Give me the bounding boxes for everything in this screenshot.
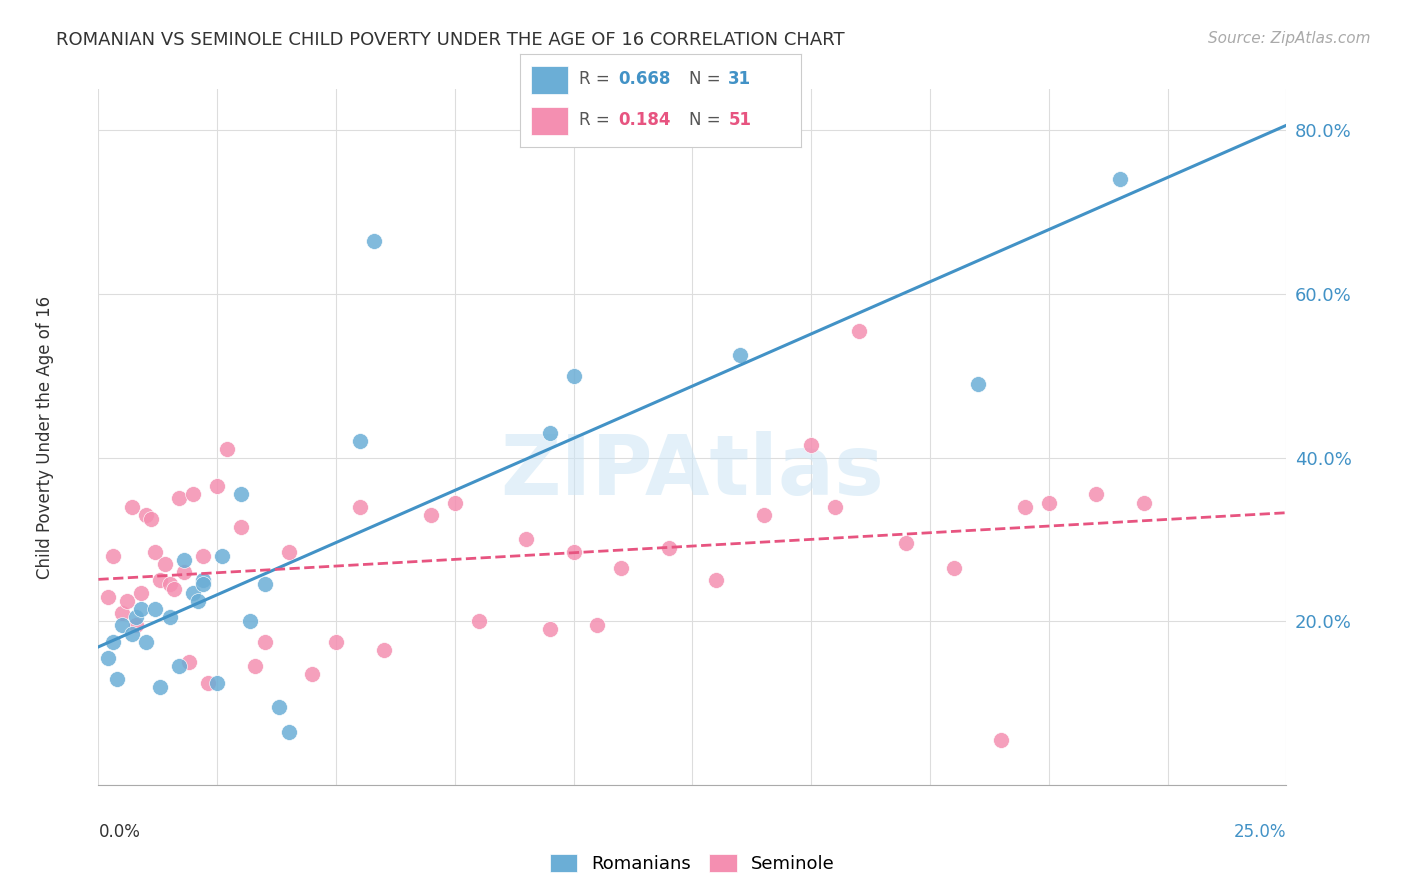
Point: [173, 565, 195, 579]
Point: [183, 585, 205, 599]
Point: [658, 541, 681, 555]
Point: [373, 643, 395, 657]
Bar: [531, 66, 568, 94]
Point: [159, 577, 181, 591]
Point: [197, 675, 219, 690]
Point: [253, 577, 276, 591]
Point: [153, 557, 176, 571]
Point: [229, 487, 252, 501]
Bar: [531, 107, 568, 135]
Text: Source: ZipAtlas.com: Source: ZipAtlas.com: [1208, 31, 1371, 46]
Point: [562, 544, 585, 558]
Point: [538, 623, 561, 637]
Point: [245, 659, 267, 673]
Point: [277, 724, 299, 739]
Point: [239, 614, 262, 628]
Point: [467, 614, 489, 628]
Point: [349, 500, 371, 514]
Point: [207, 675, 229, 690]
Point: [163, 582, 186, 596]
Text: Child Poverty Under the Age of 16: Child Poverty Under the Age of 16: [37, 295, 53, 579]
Point: [215, 442, 238, 457]
Text: N =: N =: [689, 111, 725, 129]
Point: [277, 544, 299, 558]
Point: [586, 618, 609, 632]
Point: [129, 585, 152, 599]
Point: [145, 602, 167, 616]
Point: [97, 651, 120, 665]
Point: [135, 508, 157, 522]
Text: 25.0%: 25.0%: [1234, 823, 1286, 841]
Point: [990, 733, 1012, 747]
Point: [1038, 495, 1060, 509]
Point: [515, 533, 537, 547]
Text: R =: R =: [579, 111, 616, 129]
Point: [728, 348, 751, 362]
Text: N =: N =: [689, 70, 725, 87]
Point: [562, 368, 585, 383]
Point: [704, 574, 727, 588]
Point: [183, 487, 205, 501]
Point: [229, 520, 252, 534]
Point: [896, 536, 918, 550]
Point: [942, 561, 965, 575]
Point: [325, 634, 347, 648]
Point: [167, 491, 190, 506]
Text: ROMANIAN VS SEMINOLE CHILD POVERTY UNDER THE AGE OF 16 CORRELATION CHART: ROMANIAN VS SEMINOLE CHILD POVERTY UNDER…: [56, 31, 845, 49]
Point: [101, 549, 124, 563]
Text: 51: 51: [728, 111, 751, 129]
Point: [111, 606, 134, 620]
Point: [752, 508, 775, 522]
Point: [191, 549, 214, 563]
Text: ZIPAtlas: ZIPAtlas: [501, 432, 884, 512]
Text: 31: 31: [728, 70, 751, 87]
Point: [145, 544, 167, 558]
Point: [610, 561, 633, 575]
Point: [191, 574, 214, 588]
Point: [149, 680, 172, 694]
Point: [444, 495, 467, 509]
Text: R =: R =: [579, 70, 616, 87]
Point: [97, 590, 120, 604]
Point: [167, 659, 190, 673]
Text: 0.668: 0.668: [619, 70, 671, 87]
Point: [207, 479, 229, 493]
Point: [363, 234, 385, 248]
Point: [848, 324, 870, 338]
Point: [135, 634, 157, 648]
Text: 0.184: 0.184: [619, 111, 671, 129]
Point: [1109, 172, 1132, 186]
Point: [115, 594, 138, 608]
Point: [139, 512, 162, 526]
Point: [177, 655, 200, 669]
Point: [101, 634, 124, 648]
Point: [1133, 495, 1156, 509]
Point: [187, 594, 209, 608]
Legend: Romanians, Seminole: Romanians, Seminole: [550, 854, 835, 873]
Point: [211, 549, 233, 563]
Point: [191, 577, 214, 591]
Point: [125, 610, 148, 624]
Point: [267, 700, 290, 714]
Point: [149, 574, 172, 588]
Point: [824, 500, 846, 514]
Point: [420, 508, 443, 522]
Point: [253, 634, 276, 648]
Point: [121, 626, 143, 640]
Point: [129, 602, 152, 616]
Point: [1085, 487, 1108, 501]
Point: [966, 376, 988, 391]
Point: [538, 425, 561, 440]
Point: [173, 553, 195, 567]
Point: [125, 618, 148, 632]
Point: [107, 672, 129, 686]
Point: [121, 500, 143, 514]
Point: [301, 667, 323, 681]
Point: [111, 618, 134, 632]
Point: [159, 610, 181, 624]
Point: [349, 434, 371, 449]
Point: [800, 438, 823, 452]
Point: [1014, 500, 1036, 514]
Text: 0.0%: 0.0%: [98, 823, 141, 841]
